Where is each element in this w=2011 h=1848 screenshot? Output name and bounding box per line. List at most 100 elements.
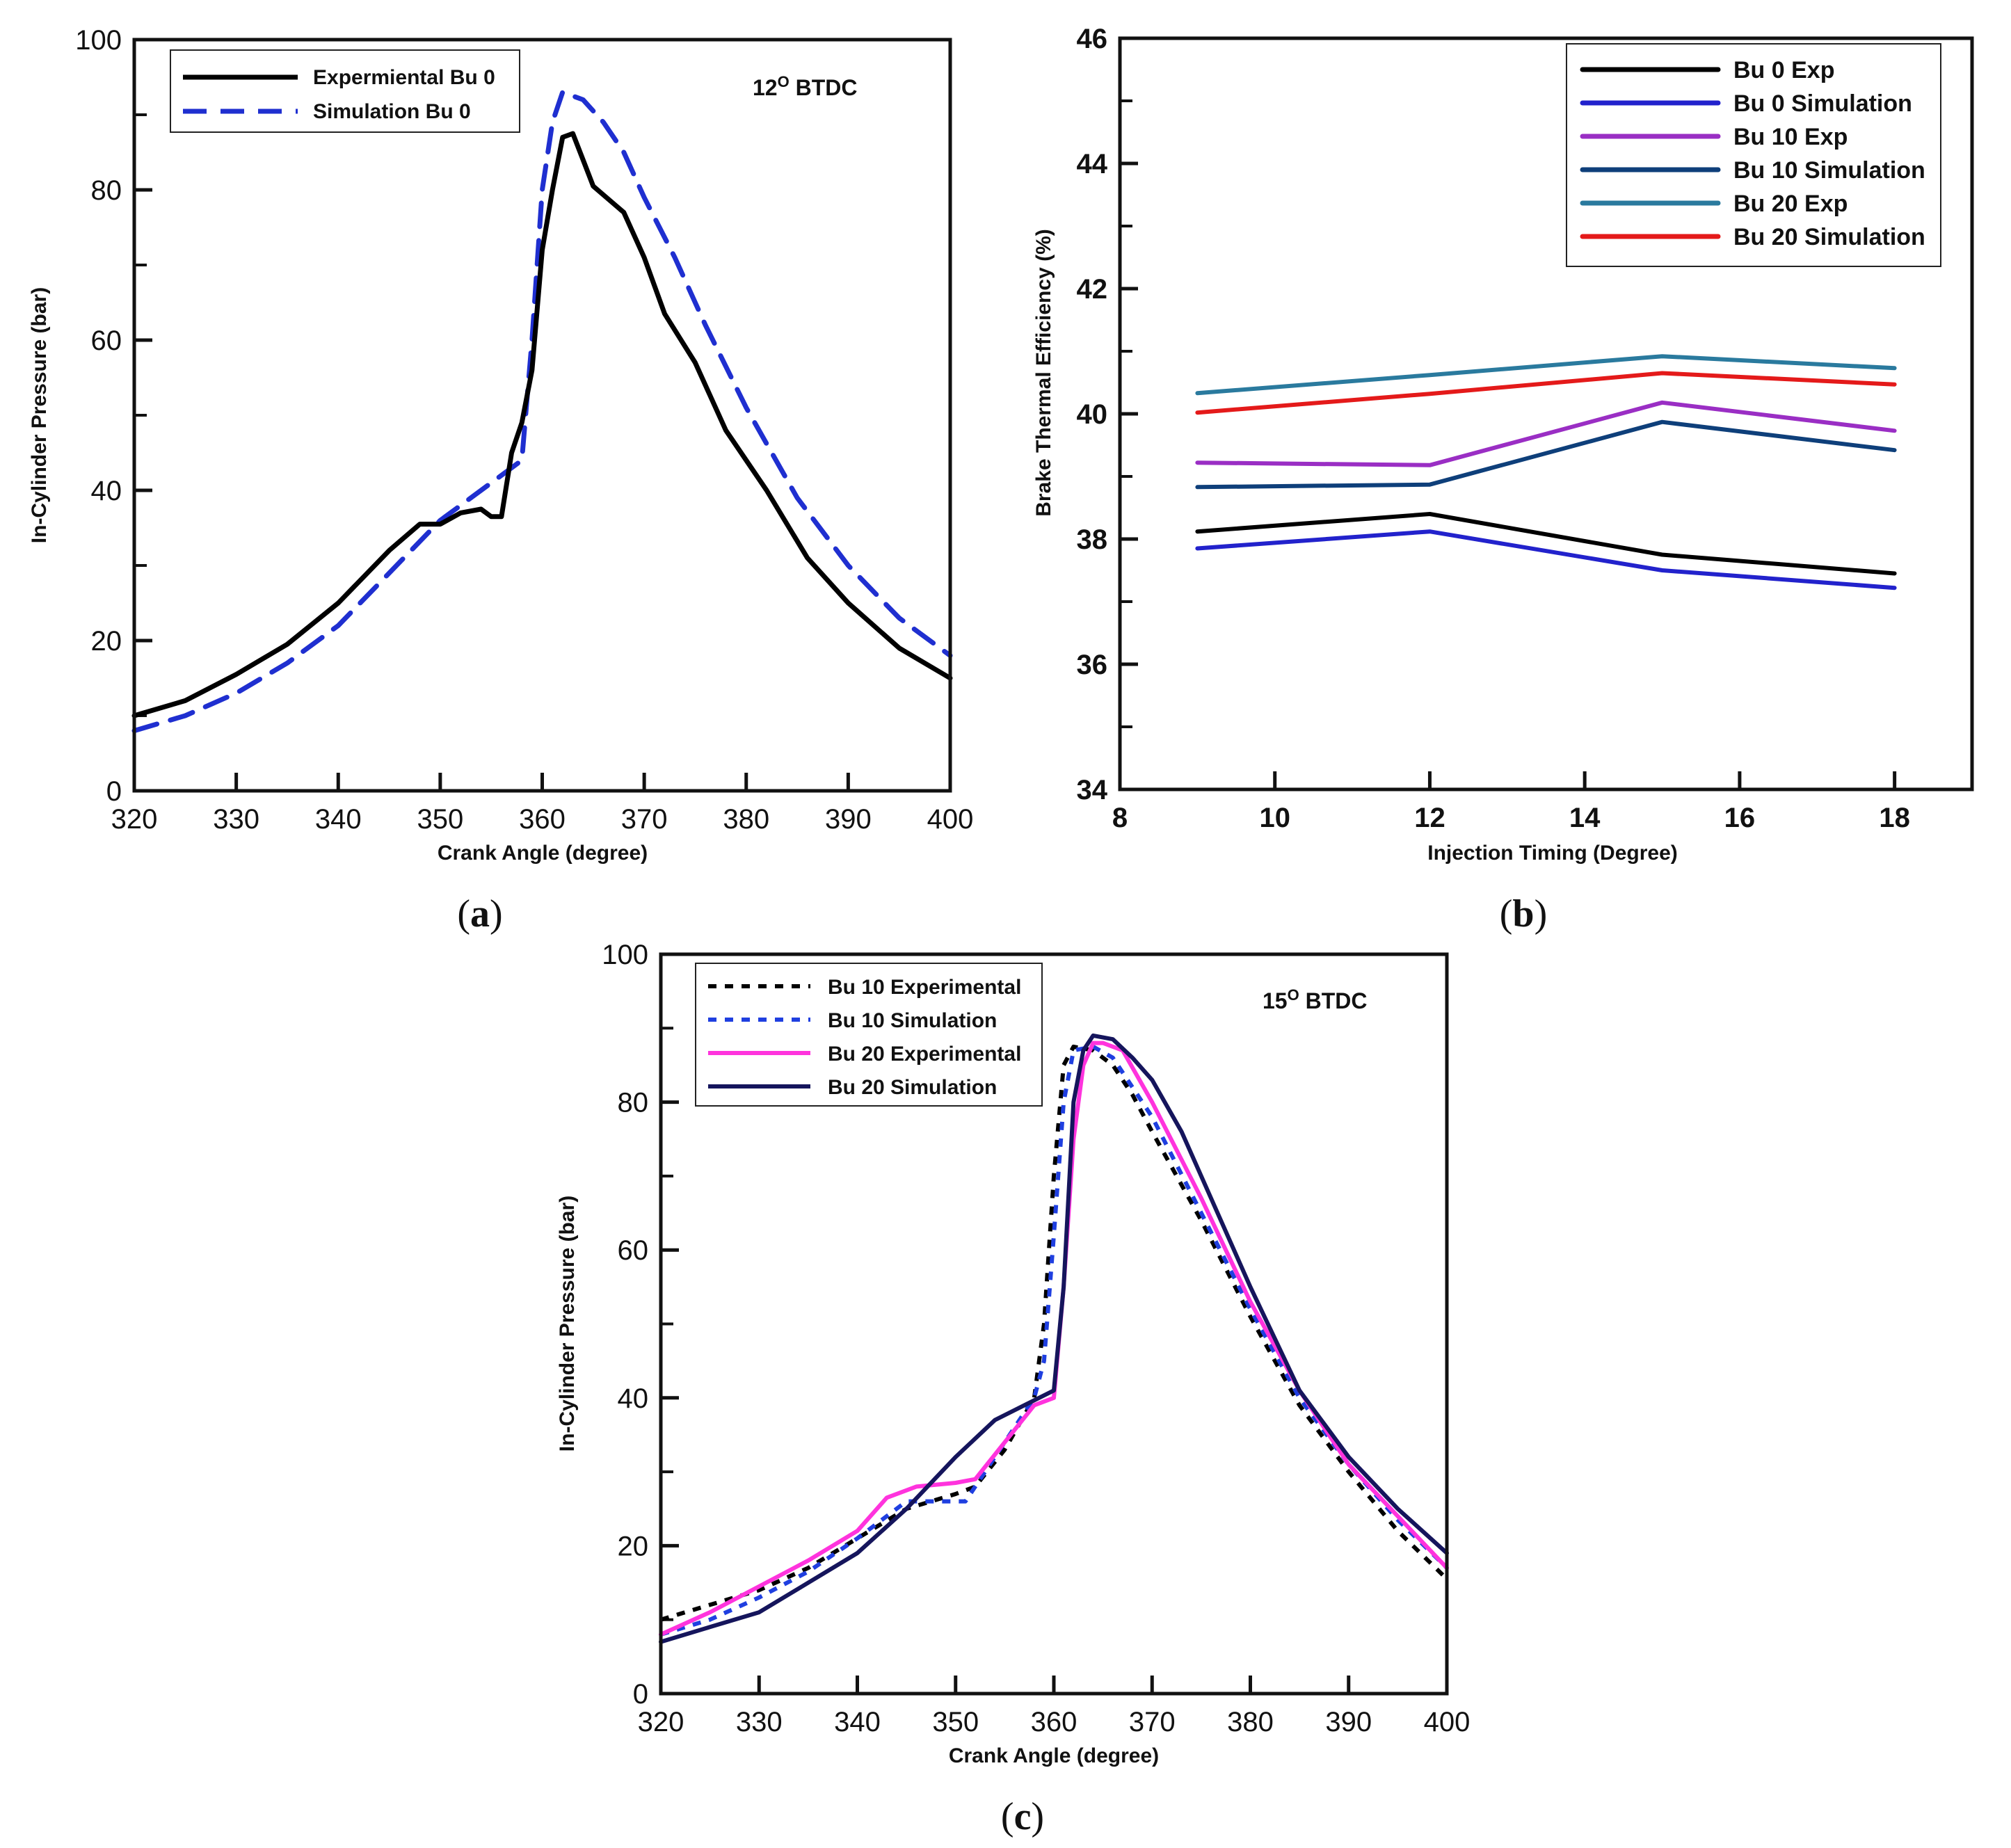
panel-a-x-axis-title: Crank Angle (degree)	[438, 842, 648, 865]
y-tick-label: 0	[106, 776, 122, 807]
panel-c-annotation-number: 15	[1263, 988, 1288, 1013]
panel-b-x-axis-title: Injection Timing (Degree)	[1427, 842, 1678, 865]
x-tick-label: 330	[213, 804, 259, 835]
panel-a-legend: Expermiental Bu 0 Simulation Bu 0	[170, 49, 520, 133]
legend-label-bu-10-exp: Bu 10 Exp	[1733, 124, 1848, 150]
y-tick-label: 20	[91, 626, 122, 657]
panel-a-y-axis-title: In-Cylinder Pressure (bar)	[28, 287, 51, 543]
panel-c-annotation-text: BTDC	[1299, 988, 1368, 1013]
y-tick-label: 40	[1077, 399, 1108, 430]
y-tick-label: 20	[618, 1531, 649, 1561]
legend-label-bu-20-simulation: Bu 20 Simulation	[1733, 224, 1925, 250]
x-tick-label: 8	[1112, 803, 1128, 833]
y-tick-label: 44	[1077, 149, 1108, 179]
panel-c-y-axis-title: In-Cylinder Pressure (bar)	[556, 1196, 579, 1452]
x-tick-label: 350	[932, 1707, 979, 1737]
legend-label-bu-20-simulation: Bu 20 Simulation	[828, 1076, 997, 1099]
y-tick-label: 80	[618, 1088, 649, 1118]
x-tick-label: 320	[111, 804, 158, 835]
panel-a-label: (a)	[457, 892, 502, 935]
series-line-simulation-bu-0	[131, 90, 953, 734]
x-tick-label: 370	[1129, 1707, 1176, 1737]
y-tick-label: 60	[618, 1235, 649, 1266]
x-tick-label: 360	[519, 804, 566, 835]
x-tick-label: 400	[927, 804, 974, 835]
y-tick-label: 40	[618, 1383, 649, 1414]
panel-b-ticks: 8 10 12 14 16 18 34 36 38 40 42 44 46	[1077, 24, 1910, 833]
panel-c: 320 330 340 350 360 370 380 390 400020406080100 …	[556, 940, 1470, 1838]
panel-c-legend-box	[695, 963, 1043, 1107]
y-tick-label: 100	[75, 25, 122, 56]
x-tick-label: 10	[1259, 803, 1290, 833]
series-line-bu-20-exp	[1195, 354, 1897, 396]
panel-a-series-lines	[131, 90, 953, 734]
x-tick-label: 390	[825, 804, 872, 835]
x-tick-label: 390	[1325, 1707, 1372, 1737]
y-tick-label: 60	[91, 326, 122, 356]
x-tick-label: 12	[1414, 803, 1445, 833]
x-tick-label: 350	[417, 804, 464, 835]
panel-c-legend-entries: Bu 10 Experimental Bu 10 Simulation Bu 20 …	[708, 976, 1021, 1099]
panel-a-ticks: 320 330 340 350 360 370 380 390 400 0 20 40 60 80 100	[75, 25, 973, 835]
panel-b-series-lines	[1195, 354, 1897, 590]
y-tick-label: 38	[1077, 524, 1108, 555]
series-line-bu-20-simulation	[1195, 371, 1897, 415]
panel-a-legend-box	[170, 49, 520, 133]
legend-label-bu-20-experimental: Bu 20 Experimental	[828, 1043, 1021, 1066]
x-tick-label: 340	[834, 1707, 881, 1737]
panel-c-label-letter: c	[1014, 1795, 1032, 1838]
series-line-bu-10-experimental	[660, 1044, 1449, 1622]
x-tick-label: 370	[621, 804, 668, 835]
panel-c-label: (c)	[1001, 1795, 1044, 1838]
panel-a-annotation-number: 12	[753, 75, 778, 100]
x-tick-label: 340	[315, 804, 362, 835]
series-line-bu-0-exp	[1195, 512, 1897, 576]
panel-b: 8 10 12 14 16 18 34 36 38 40 42 44 46 Bu 0 Exp Bu 0 S…	[1032, 24, 1974, 935]
x-tick-label: 400	[1424, 1707, 1471, 1737]
x-tick-label: 360	[1031, 1707, 1077, 1737]
legend-label-simulation-bu-0: Simulation Bu 0	[313, 100, 471, 123]
series-line-expermiental-bu-0	[131, 131, 953, 718]
y-tick-label: 100	[602, 940, 648, 970]
panel-a: 320 330 340 350 360 370 380 390 400020406080100 …	[28, 25, 973, 935]
panel-a-plot-frame	[132, 38, 952, 793]
y-tick-label: 40	[91, 476, 122, 506]
panel-c-annotation: 15O BTDC	[1263, 986, 1367, 1013]
legend-label-bu-10-simulation: Bu 10 Simulation	[1733, 157, 1925, 184]
series-line-bu-20-simulation	[659, 1033, 1449, 1644]
panel-a-annotation-degree: O	[778, 73, 790, 90]
panel-c-plot-frame	[659, 952, 1449, 1696]
x-tick-label: 18	[1879, 803, 1910, 833]
series-line-bu-10-simulation	[1195, 419, 1897, 490]
series-line-bu-10-exp	[1195, 400, 1897, 467]
x-tick-label: 16	[1724, 803, 1756, 833]
panel-a-annotation-text: BTDC	[790, 75, 858, 100]
legend-label-bu-10-experimental: Bu 10 Experimental	[828, 976, 1021, 999]
legend-label-expermiental-bu-0: Expermiental Bu 0	[313, 66, 495, 89]
y-tick-label: 42	[1077, 274, 1108, 305]
panel-a-label-letter: a	[470, 892, 490, 935]
panel-b-legend: Bu 0 Exp Bu 0 Simulation Bu 10 Exp Bu 10 Si…	[1566, 43, 1941, 267]
series-line-bu-0-simulation	[1195, 529, 1897, 590]
y-tick-label: 46	[1077, 24, 1108, 54]
y-tick-label: 36	[1077, 650, 1108, 680]
x-tick-label: 330	[736, 1707, 783, 1737]
panel-c-series-lines	[659, 1033, 1449, 1644]
panel-c-annotation-degree: O	[1288, 986, 1299, 1004]
legend-label-bu-10-simulation: Bu 10 Simulation	[828, 1009, 997, 1032]
legend-label-bu-20-exp: Bu 20 Exp	[1733, 191, 1848, 217]
panel-b-label: (b)	[1500, 892, 1547, 935]
panel-b-label-letter: b	[1512, 892, 1534, 935]
panel-c-x-axis-title: Crank Angle (degree)	[949, 1744, 1159, 1767]
x-tick-label: 14	[1569, 803, 1601, 833]
y-tick-label: 0	[633, 1679, 648, 1710]
panel-a-annotation: 12O BTDC	[753, 73, 857, 100]
x-tick-label: 380	[723, 804, 769, 835]
y-tick-label: 80	[91, 175, 122, 206]
y-tick-label: 34	[1077, 775, 1108, 805]
x-tick-label: 380	[1227, 1707, 1274, 1737]
panel-b-y-axis-title: Brake Thermal Efficiency (%)	[1032, 229, 1055, 516]
panel-c-legend: Bu 10 Experimental Bu 10 Simulation Bu 20 …	[695, 963, 1043, 1107]
